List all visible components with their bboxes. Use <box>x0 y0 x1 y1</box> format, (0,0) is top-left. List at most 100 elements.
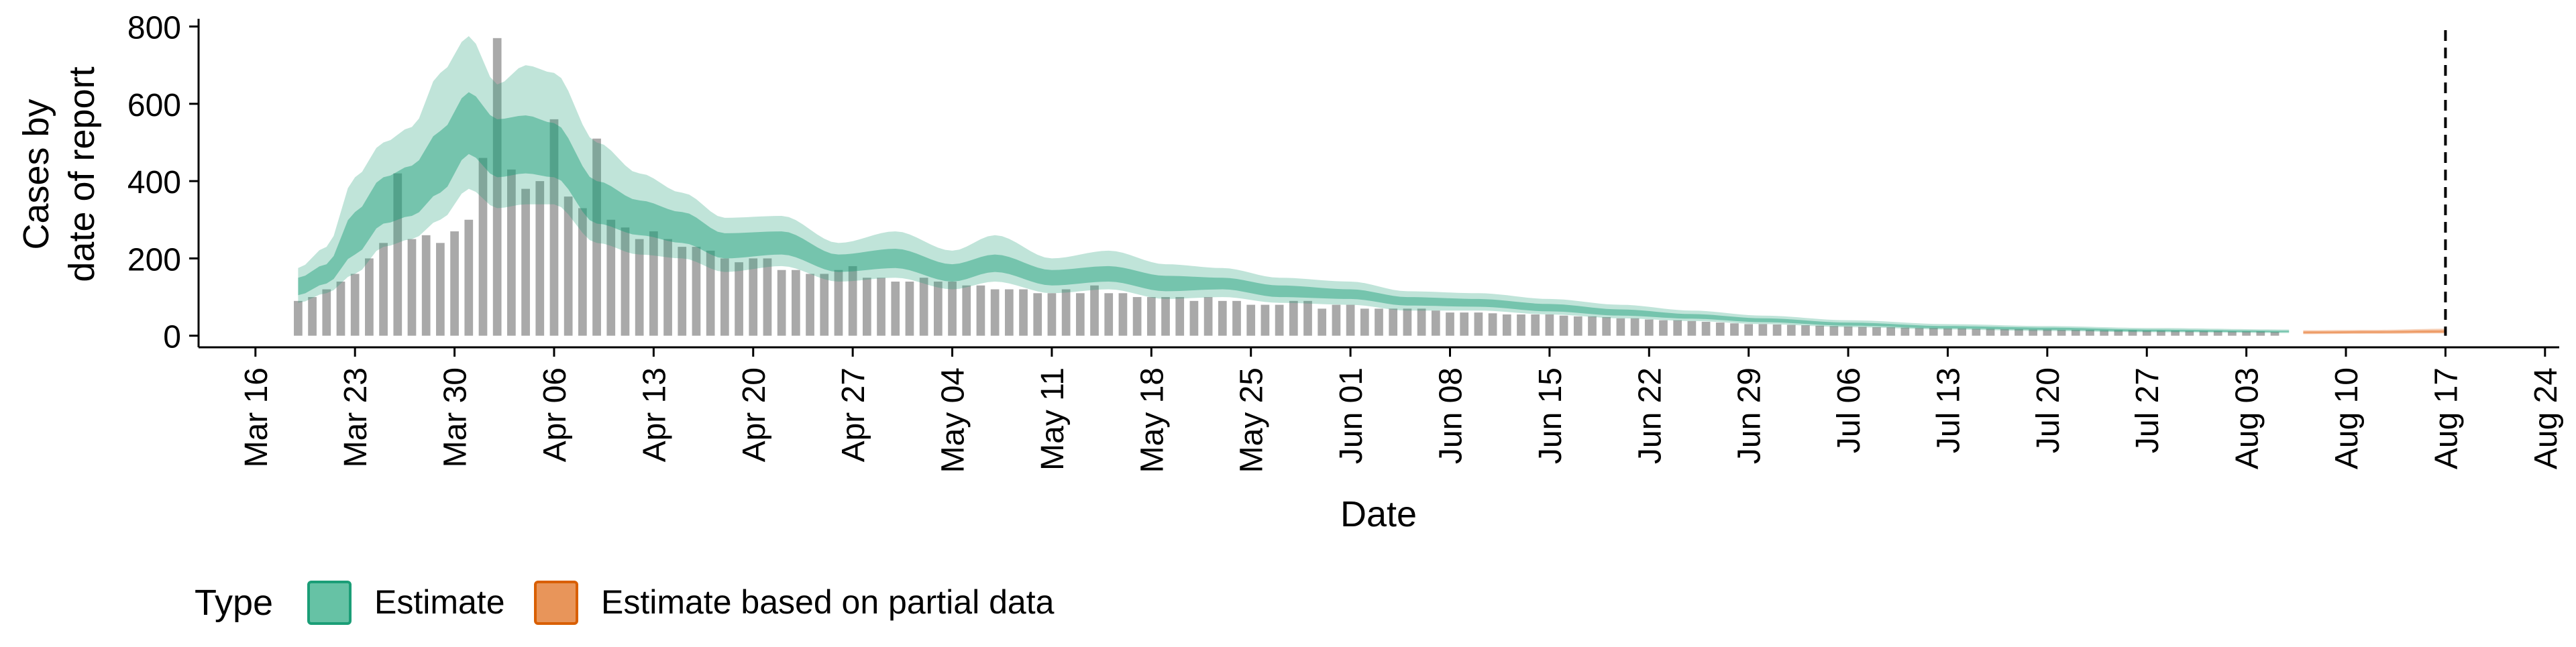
y-axis-title-line-1: Cases by <box>16 99 56 249</box>
reported-case-bar <box>1701 321 1711 336</box>
reported-case-bar <box>606 219 616 336</box>
reported-cases-bars <box>294 38 2279 336</box>
reported-case-bar <box>1829 326 1839 336</box>
reported-case-bar <box>948 282 957 336</box>
reported-case-bar <box>507 169 516 336</box>
reported-case-bar <box>1744 324 1754 336</box>
reported-case-bar <box>578 208 587 336</box>
reported-case-bar <box>919 278 928 336</box>
reported-case-bar <box>1843 326 1853 336</box>
reported-case-bar <box>1488 313 1497 336</box>
reported-case-bar <box>1360 308 1369 336</box>
reported-case-bar <box>1801 325 1810 336</box>
reported-case-bar <box>464 219 474 336</box>
reported-case-bar <box>1474 312 1483 336</box>
x-tick-label: Jun 22 <box>1632 367 1668 464</box>
x-tick-label: Apr 13 <box>637 367 672 462</box>
reported-case-bar <box>407 239 417 336</box>
reported-case-bar <box>763 258 772 336</box>
reported-case-bar <box>820 274 829 336</box>
reported-case-bar <box>2213 331 2222 336</box>
reported-case-bar <box>735 262 743 336</box>
y-tick-label: 600 <box>127 88 181 123</box>
reported-case-bar <box>1715 322 1725 336</box>
x-tick-label: Aug 03 <box>2230 367 2265 469</box>
reported-case-bar <box>1772 324 1782 336</box>
reported-case-bar <box>1517 314 1525 336</box>
reported-case-bar <box>1972 329 1981 336</box>
estimate-ribbons <box>298 36 2446 335</box>
reported-case-bar <box>2256 331 2265 336</box>
reported-case-bar <box>1460 312 1469 336</box>
reported-case-bar <box>2029 329 2038 336</box>
reported-case-bar <box>1758 324 1768 336</box>
reported-case-bar <box>1004 289 1014 336</box>
x-tick-label: Jul 20 <box>2031 367 2066 453</box>
reported-case-bar <box>1118 293 1128 336</box>
estimate-band-90 <box>298 36 2290 333</box>
reported-case-bar <box>1389 308 1398 336</box>
x-tick-label: May 11 <box>1035 367 1071 471</box>
reported-case-bar <box>1446 312 1454 336</box>
reported-case-bar <box>1175 297 1185 336</box>
y-tick-label: 800 <box>127 11 181 46</box>
reported-case-bar <box>877 278 885 336</box>
reported-case-bar <box>521 188 530 336</box>
reported-case-bar <box>2128 330 2137 336</box>
x-tick-label: May 04 <box>936 367 971 473</box>
reported-case-bar <box>990 289 1000 336</box>
x-tick-label: Mar 30 <box>438 367 474 467</box>
legend-swatch-estimate <box>307 581 352 625</box>
reported-case-bar <box>393 173 402 336</box>
reported-case-bar <box>2199 331 2208 336</box>
y-tick-label: 0 <box>163 320 181 355</box>
x-tick-label: Jun 15 <box>1533 367 1568 464</box>
reported-case-bar <box>663 239 672 336</box>
x-axis-title: Date <box>1340 494 1417 534</box>
reported-case-bar <box>1146 297 1156 336</box>
x-tick-label: Jul 06 <box>1831 367 1867 453</box>
reported-case-bar <box>1332 304 1341 336</box>
x-tick-label: Apr 27 <box>836 367 871 462</box>
legend-swatch-partial <box>534 581 578 625</box>
reported-case-bar <box>1061 289 1071 336</box>
x-tick-label: May 18 <box>1134 367 1170 473</box>
x-tick-label: Jul 27 <box>2130 367 2165 453</box>
reported-case-bar <box>1090 285 1099 336</box>
reported-case-bar <box>1687 320 1697 336</box>
y-axis-title-line-2: date of report <box>62 66 102 282</box>
reported-case-bar <box>678 247 687 336</box>
reported-case-bar <box>1502 314 1511 336</box>
reported-case-bar <box>635 239 644 336</box>
reported-case-bar <box>720 258 729 336</box>
reported-case-bar <box>1019 289 1028 336</box>
reported-case-bar <box>806 274 814 336</box>
reported-case-bar <box>379 243 388 336</box>
reported-case-bar <box>2000 329 2009 336</box>
reported-case-bar <box>450 231 459 336</box>
reported-case-bar <box>1872 327 1881 336</box>
reported-case-bar <box>1218 300 1227 336</box>
reported-case-bar <box>365 258 374 336</box>
reported-case-bar <box>436 243 445 336</box>
reported-case-bar <box>1957 328 1967 336</box>
reported-case-bar <box>478 158 488 336</box>
reported-case-bar <box>2114 330 2123 336</box>
x-tick-label: Aug 10 <box>2329 367 2365 469</box>
legend-label-partial: Estimate based on partial data <box>601 583 1055 621</box>
reported-case-bar <box>2185 331 2194 336</box>
reported-case-bar <box>322 289 331 336</box>
reported-case-bar <box>1545 314 1554 336</box>
reported-case-bar <box>1203 297 1213 336</box>
reported-case-bar <box>2100 330 2108 336</box>
reported-case-bar <box>749 258 758 336</box>
reported-case-bar <box>777 270 786 336</box>
reported-case-bar <box>2142 331 2151 336</box>
reported-case-bar <box>962 285 971 336</box>
reported-case-bar <box>1260 304 1270 336</box>
reported-case-bar <box>1075 293 1085 336</box>
reported-case-bar <box>535 181 545 336</box>
reported-case-bar <box>1588 316 1597 336</box>
reported-case-bar <box>862 278 871 336</box>
